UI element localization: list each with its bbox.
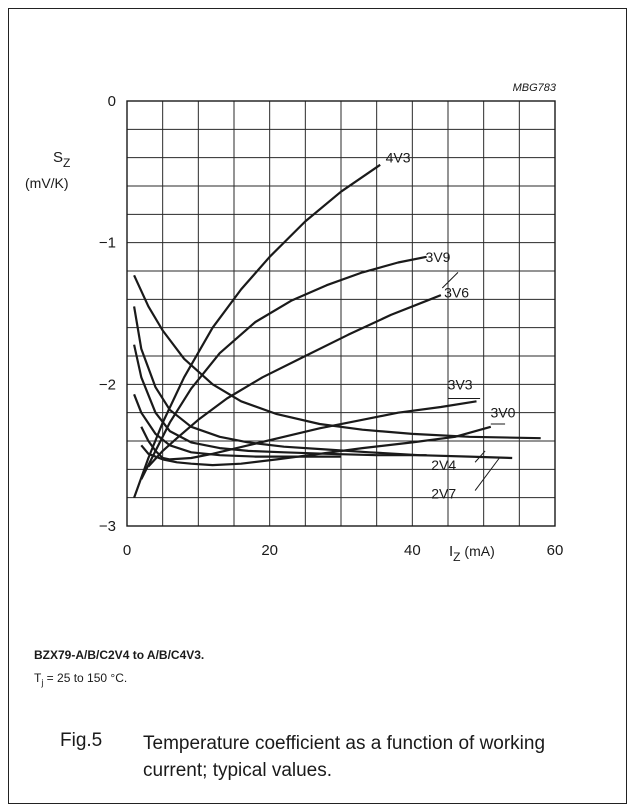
y-tick-label: −2	[99, 376, 116, 393]
series-line-2V4	[133, 274, 541, 440]
series-line-3V6	[147, 294, 442, 468]
condition-caption: Tj = 25 to 150 °C.	[34, 671, 127, 687]
condition-symbol: T	[34, 671, 42, 685]
series-line-3V0	[140, 425, 492, 467]
chart-curves	[133, 163, 541, 499]
curve-label-2V4: 2V4	[431, 457, 456, 473]
chart: 4V3 3V9 3V6 3V3 3V0 2V4 2V7 0 20 40 60 0 −1 −2 −3 MBG…	[25, 82, 563, 564]
y-tick-label: −3	[99, 518, 116, 535]
x-axis-label: IZ (mA)	[449, 543, 495, 564]
curve-label-3V9: 3V9	[426, 249, 451, 265]
x-tick-label: 0	[123, 542, 131, 559]
chart-labels: 4V3 3V9 3V6 3V3 3V0 2V4 2V7	[386, 150, 516, 502]
curve-label-3V3: 3V3	[448, 376, 473, 392]
x-tick-label: 20	[261, 542, 278, 559]
chart-grid	[126, 100, 556, 527]
series-line-unlabeled-9	[133, 393, 341, 458]
y-axis-symbol: S	[53, 149, 63, 166]
figure-code: MBG783	[513, 82, 557, 94]
y-tick-label: −1	[99, 235, 116, 252]
y-axis-label: SZ	[53, 149, 70, 170]
chart-ticks: 0 20 40 60 0 −1 −2 −3	[99, 93, 563, 559]
curve-label-2V7: 2V7	[431, 485, 456, 501]
x-tick-label: 40	[404, 542, 421, 559]
figure-number: Fig.5	[60, 730, 103, 751]
x-axis-subscript: Z	[453, 550, 460, 564]
condition-text: = 25 to 150 °C.	[43, 671, 128, 685]
condition-subscript: j	[41, 677, 44, 688]
series-line-unlabeled-8	[133, 344, 427, 457]
curve-label-3V6: 3V6	[444, 284, 469, 300]
y-tick-label: 0	[108, 93, 116, 110]
x-axis-symbol: I	[449, 543, 453, 560]
y-axis-unit: (mV/K)	[25, 175, 69, 191]
label-leader-line	[474, 450, 486, 463]
y-axis-subscript: Z	[63, 156, 70, 170]
figure-title: Temperature coefficient as a function of…	[143, 733, 546, 781]
curve-label-4V3: 4V3	[386, 150, 411, 166]
x-tick-label: 60	[547, 542, 564, 559]
plot-border	[126, 100, 556, 527]
figure-frame	[8, 8, 627, 804]
x-axis-unit: (mA)	[461, 543, 495, 559]
device-caption: BZX79-A/B/C2V4 to A/B/C4V3.	[34, 648, 205, 662]
curve-label-3V0: 3V0	[490, 405, 515, 421]
label-leader-line	[474, 457, 500, 491]
label-leader-line	[441, 272, 459, 289]
series-line-3V9	[140, 255, 427, 480]
series-line-3V3	[140, 400, 477, 461]
series-line-4V3	[133, 163, 381, 499]
